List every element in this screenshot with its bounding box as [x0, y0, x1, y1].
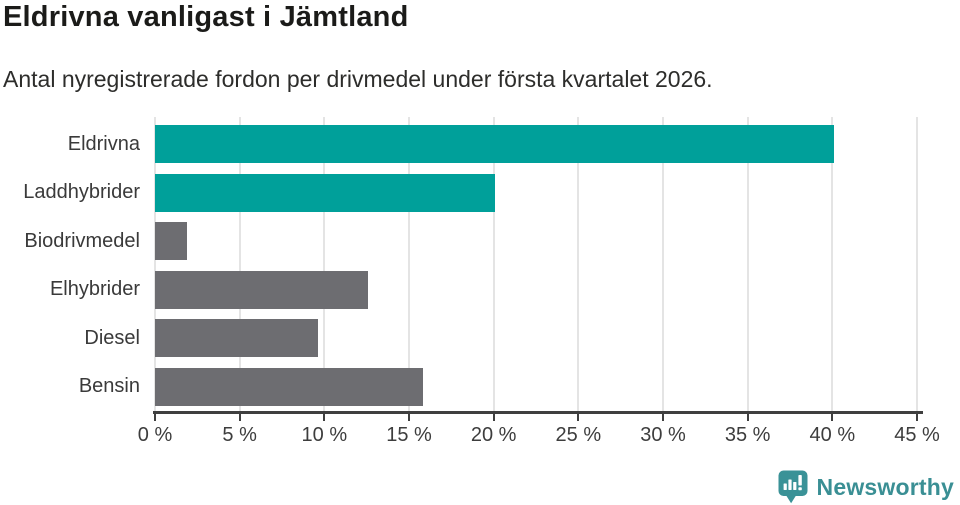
axis-tick [238, 414, 241, 421]
bar-diesel [155, 319, 318, 358]
axis-tick [746, 414, 749, 421]
axis-tick [831, 414, 834, 421]
bar-biodrivmedel [155, 222, 188, 261]
axis-tick-label: 15 % [386, 424, 432, 446]
gridline [323, 117, 326, 411]
bar-row: Elhybrider [50, 266, 917, 315]
axis-tick [662, 414, 664, 421]
category-label: Eldrivna [67, 132, 140, 155]
newsworthy-icon [778, 470, 808, 504]
bar-bensin [155, 367, 423, 406]
bar-chart-plot: Eldrivna Laddhybrider Biodrivmedel Elhybrid… [23, 117, 940, 446]
x-axis-line [153, 411, 923, 414]
axis-tick-label: 30 % [640, 424, 686, 446]
bar-row: Diesel [84, 314, 917, 363]
bar-rows: Eldrivna Laddhybrider Biodrivmedel Elhybrid… [23, 120, 917, 412]
gridline [408, 117, 410, 411]
gridline [577, 117, 580, 411]
category-label: Laddhybrider [23, 181, 140, 204]
axis-tick [492, 414, 495, 421]
bar-eldrivna [155, 125, 835, 164]
category-label: Diesel [84, 326, 140, 349]
bar-laddhybrider [155, 173, 496, 212]
category-label: Biodrivmedel [24, 229, 140, 252]
bar-row: Bensin [79, 363, 917, 412]
newsworthy-logo[interactable]: Newsworthy [778, 470, 954, 504]
axis-tick-label: 5 % [222, 424, 257, 446]
axis-tick [916, 414, 918, 421]
chart-title: Eldrivna vanligast i Jämtland [3, 1, 409, 33]
gridline [238, 117, 241, 411]
chart-subtitle: Antal nyregistrerade fordon per drivmede… [3, 66, 713, 92]
axis-tick [577, 414, 580, 421]
axis-tick-label: 10 % [301, 424, 348, 446]
axis-tick [408, 414, 410, 421]
newsworthy-wordmark: Newsworthy [816, 473, 954, 500]
gridline [916, 117, 918, 411]
gridline [492, 117, 495, 411]
gridline [831, 117, 834, 411]
category-label: Elhybrider [49, 278, 140, 301]
gridline [662, 117, 664, 411]
axis-tick-label: 20 % [470, 424, 517, 446]
axis-tick-label: 35 % [724, 424, 771, 446]
bar-elhybrider [155, 270, 369, 309]
gridline [746, 117, 749, 411]
category-label: Bensin [78, 375, 140, 398]
axis-tick-label: 25 % [555, 424, 602, 446]
axis-tick-label: 40 % [809, 424, 856, 446]
axis-tick [154, 414, 156, 421]
axis-tick-label: 0 % [137, 424, 173, 446]
bar-row: Laddhybrider [23, 169, 917, 218]
bar-row: Biodrivmedel [24, 217, 917, 266]
axis-tick-label: 45 % [894, 424, 940, 446]
gridline [154, 117, 156, 411]
axis-tick [323, 414, 326, 421]
bar-row: Eldrivna [68, 120, 917, 169]
